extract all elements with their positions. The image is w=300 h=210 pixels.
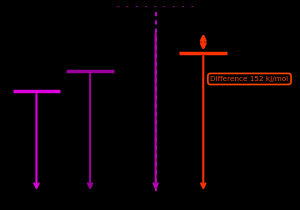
Text: - - - - - - - - -: - - - - - - - - - (116, 2, 195, 11)
Text: Difference 152 kJ/mol: Difference 152 kJ/mol (210, 76, 289, 82)
